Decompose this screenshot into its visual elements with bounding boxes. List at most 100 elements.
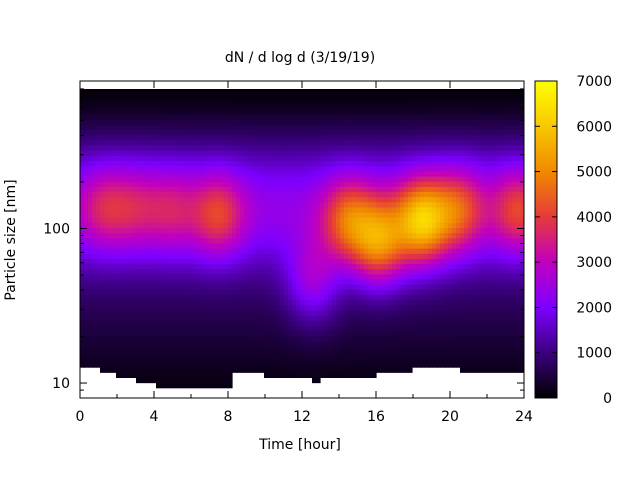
heatmap-cell: [404, 150, 409, 157]
heatmap-cell: [272, 341, 277, 348]
heatmap-cell: [268, 279, 273, 286]
heatmap-cell: [268, 222, 273, 229]
heatmap-cell: [280, 140, 285, 147]
heatmap-cell: [420, 274, 425, 281]
heatmap-cell: [352, 99, 357, 106]
heatmap-cell: [212, 233, 217, 239]
heatmap-cell: [240, 325, 245, 332]
heatmap-cell: [352, 89, 357, 95]
heatmap-cell: [172, 372, 177, 378]
heatmap-cell: [312, 166, 317, 172]
heatmap-cell: [364, 341, 369, 348]
heatmap-cell: [340, 125, 345, 131]
heatmap-cell: [412, 258, 417, 265]
heatmap-cell: [240, 305, 245, 312]
heatmap-cell: [348, 305, 353, 312]
heatmap-cell: [136, 264, 141, 270]
heatmap-cell: [380, 315, 385, 322]
heatmap-cell: [320, 89, 325, 95]
heatmap-cell: [108, 171, 113, 178]
heatmap-cell: [308, 94, 313, 100]
heatmap-cell: [348, 284, 353, 291]
heatmap-cell: [112, 150, 117, 157]
heatmap-cell: [160, 351, 165, 358]
heatmap-cell: [364, 372, 369, 378]
heatmap-cell: [136, 114, 141, 121]
heatmap-cell: [348, 192, 353, 198]
heatmap-cell: [236, 289, 241, 296]
heatmap-cell: [140, 125, 145, 131]
heatmap-cell: [364, 202, 369, 209]
heatmap-cell: [288, 89, 293, 95]
heatmap-cell: [312, 341, 317, 348]
heatmap-cell: [160, 310, 165, 317]
heatmap-cell: [200, 125, 205, 131]
heatmap-cell: [200, 264, 205, 270]
heatmap-cell: [144, 207, 149, 214]
heatmap-cell: [320, 295, 325, 301]
heatmap-cell: [420, 125, 425, 131]
heatmap-cell: [392, 166, 397, 172]
heatmap-cell: [228, 279, 233, 286]
heatmap-cell: [272, 130, 277, 136]
heatmap-cell: [348, 372, 353, 378]
heatmap-cell: [368, 356, 373, 363]
heatmap-cell: [436, 99, 441, 106]
heatmap-cell: [384, 300, 389, 306]
heatmap-cell: [120, 109, 125, 116]
heatmap-cell: [152, 258, 157, 265]
heatmap-cell: [92, 114, 97, 121]
heatmap-cell: [412, 341, 417, 348]
heatmap-cell: [400, 192, 405, 198]
heatmap-cell: [208, 228, 213, 234]
heatmap-cell: [292, 171, 297, 178]
heatmap-cell: [340, 181, 345, 188]
heatmap-cell: [160, 382, 165, 389]
heatmap-cell: [184, 125, 189, 131]
heatmap-cell: [272, 140, 277, 147]
heatmap-cell: [276, 207, 281, 214]
heatmap-cell: [220, 274, 225, 281]
heatmap-cell: [184, 341, 189, 348]
heatmap-cell: [164, 145, 169, 152]
heatmap-cell: [160, 274, 165, 281]
heatmap-cell: [184, 284, 189, 291]
heatmap-cell: [360, 243, 365, 250]
heatmap-cell: [252, 150, 257, 157]
heatmap-cell: [432, 171, 437, 178]
heatmap-cell: [348, 202, 353, 209]
heatmap-cell: [248, 346, 253, 353]
heatmap-cell: [220, 109, 225, 116]
heatmap-cell: [332, 331, 337, 337]
heatmap-cell: [360, 140, 365, 147]
heatmap-cell: [172, 125, 177, 131]
heatmap-cell: [400, 325, 405, 332]
heatmap-cell: [412, 274, 417, 281]
heatmap-cell: [168, 248, 173, 255]
heatmap-cell: [92, 192, 97, 198]
heatmap-cell: [264, 258, 269, 265]
heatmap-cell: [104, 89, 109, 95]
heatmap-cell: [272, 109, 277, 116]
heatmap-cell: [264, 109, 269, 116]
heatmap-cell: [176, 351, 181, 358]
heatmap-cell: [196, 104, 201, 111]
heatmap-cell: [112, 336, 117, 342]
heatmap-cell: [312, 284, 317, 291]
heatmap-cell: [312, 315, 317, 322]
heatmap-cell: [128, 130, 133, 136]
heatmap-cell: [296, 207, 301, 214]
heatmap-cell: [176, 89, 181, 95]
heatmap-cell: [332, 155, 337, 162]
heatmap-cell: [80, 279, 85, 286]
heatmap-cell: [140, 341, 145, 348]
heatmap-cell: [292, 222, 297, 229]
heatmap-cell: [168, 269, 173, 275]
heatmap-cell: [204, 361, 209, 368]
heatmap-cell: [236, 140, 241, 147]
heatmap-cell: [196, 130, 201, 136]
heatmap-cell: [364, 258, 369, 265]
heatmap-cell: [112, 248, 117, 255]
heatmap-cell: [224, 295, 229, 301]
heatmap-cell: [324, 94, 329, 100]
